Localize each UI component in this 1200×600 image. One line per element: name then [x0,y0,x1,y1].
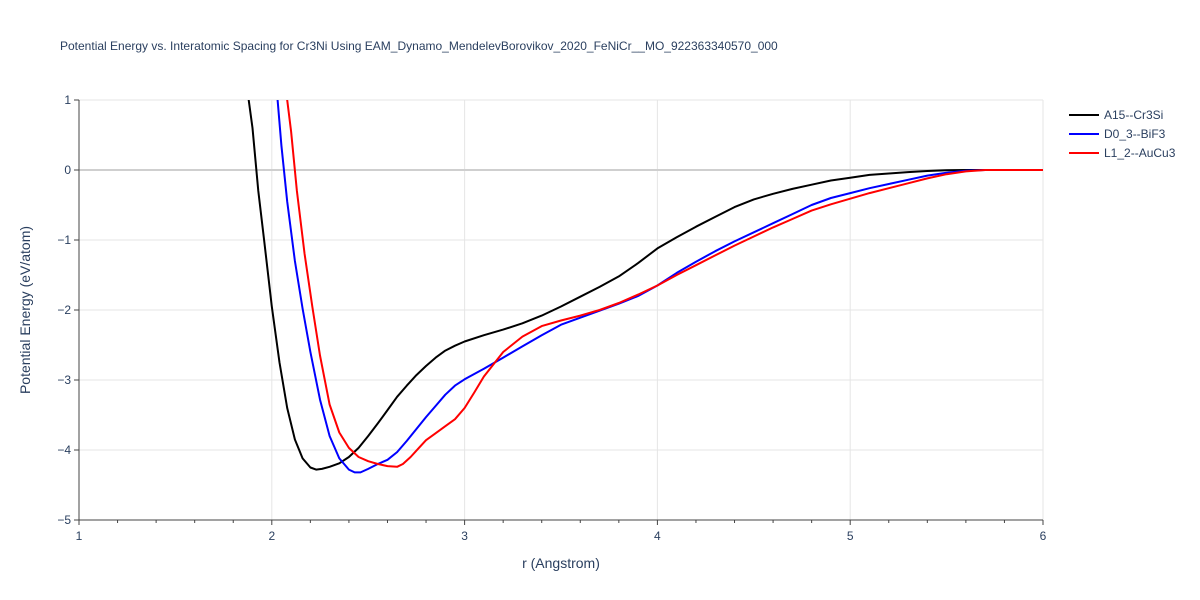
plot-area [247,100,1043,474]
axes [74,99,1044,525]
y-tick-label: −4 [57,443,71,457]
legend-item[interactable]: A15--Cr3Si [1069,108,1163,122]
series-line-2 [286,100,1043,468]
series-line-1 [276,100,1043,474]
x-tick-label: 5 [847,529,854,543]
series-line-0 [247,100,1043,471]
tick-labels: 1 2 3 4 5 6 −5 −4 −3 −2 −1 0 1 [57,93,1046,543]
legend-item[interactable]: L1_2--AuCu3 [1069,146,1176,160]
x-tick-label: 1 [76,529,83,543]
legend-label: L1_2--AuCu3 [1104,146,1176,160]
x-tick-label: 6 [1040,529,1047,543]
grid [79,99,1044,520]
y-tick-label: −2 [57,303,71,317]
legend[interactable]: A15--Cr3Si D0_3--BiF3 L1_2--AuCu3 [1069,108,1176,160]
legend-label: A15--Cr3Si [1104,108,1163,122]
y-tick-label: 0 [64,163,71,177]
legend-item[interactable]: D0_3--BiF3 [1069,127,1166,141]
y-tick-label: −1 [57,233,71,247]
y-tick-label: −5 [57,513,71,527]
chart-title: Potential Energy vs. Interatomic Spacing… [60,39,778,53]
y-tick-label: −3 [57,373,71,387]
x-tick-label: 4 [654,529,661,543]
y-axis-title: Potential Energy (eV/atom) [17,226,33,394]
x-axis-title: r (Angstrom) [522,555,600,571]
x-tick-label: 3 [461,529,468,543]
x-tick-label: 2 [268,529,275,543]
legend-label: D0_3--BiF3 [1104,127,1166,141]
y-tick-label: 1 [64,93,71,107]
